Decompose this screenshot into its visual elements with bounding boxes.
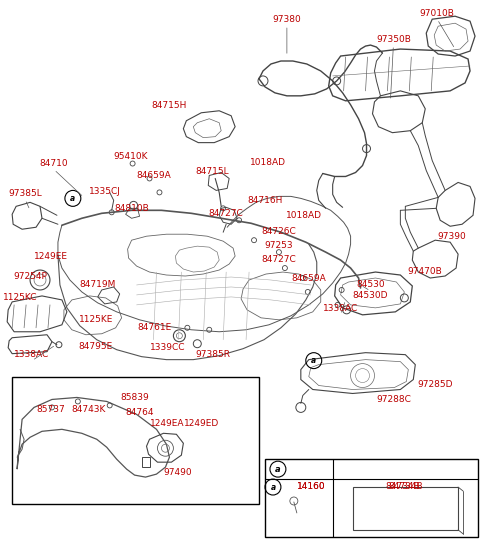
Text: a: a: [275, 465, 281, 474]
Text: 97385L: 97385L: [8, 189, 42, 198]
Text: 84727C: 84727C: [209, 209, 243, 218]
Text: 97288C: 97288C: [376, 395, 411, 404]
Text: 85839: 85839: [120, 393, 149, 402]
Text: 84715H: 84715H: [152, 101, 187, 110]
Text: 85737: 85737: [36, 405, 65, 414]
Text: 1125KC: 1125KC: [3, 293, 37, 302]
Text: 97390: 97390: [438, 232, 467, 241]
Text: 84810B: 84810B: [114, 204, 149, 213]
Text: 84761E: 84761E: [137, 323, 172, 332]
Text: 1338AC: 1338AC: [14, 350, 49, 359]
Text: 84727C: 84727C: [262, 255, 296, 264]
Text: a: a: [270, 483, 276, 492]
Text: 1338AC: 1338AC: [323, 305, 358, 314]
Text: 1125KE: 1125KE: [79, 315, 113, 324]
Text: 97385R: 97385R: [196, 350, 231, 359]
Text: 84726C: 84726C: [262, 227, 296, 236]
Bar: [12, 376, 259, 504]
Text: 14160: 14160: [297, 482, 325, 491]
Text: 84743K: 84743K: [72, 405, 106, 414]
Text: 95410K: 95410K: [113, 152, 148, 161]
Text: 97470B: 97470B: [407, 267, 442, 276]
Text: 1339CC: 1339CC: [150, 343, 185, 352]
Text: 97253: 97253: [264, 241, 293, 250]
Text: 14160: 14160: [297, 482, 325, 491]
Text: a: a: [70, 194, 75, 203]
Text: 97490: 97490: [163, 468, 192, 477]
Text: 1249EE: 1249EE: [34, 251, 68, 260]
Text: 84719M: 84719M: [80, 281, 116, 290]
Text: 1335CJ: 1335CJ: [89, 187, 120, 196]
Text: 97380: 97380: [273, 15, 301, 24]
Text: 84659A: 84659A: [291, 273, 326, 282]
Text: 97350B: 97350B: [376, 35, 411, 44]
Text: 1018AD: 1018AD: [250, 158, 286, 167]
Text: a: a: [311, 356, 316, 365]
Bar: [265, 459, 478, 537]
Bar: [353, 487, 458, 530]
Text: 1249ED: 1249ED: [184, 419, 219, 428]
Text: 97285D: 97285D: [418, 380, 453, 389]
Text: 84795E: 84795E: [79, 342, 113, 351]
Text: 97010B: 97010B: [420, 9, 455, 18]
Text: 84716H: 84716H: [247, 196, 283, 205]
Text: 1018AD: 1018AD: [286, 211, 322, 220]
Text: 84659A: 84659A: [136, 171, 171, 180]
Text: 84715L: 84715L: [195, 167, 229, 176]
Text: 84734B: 84734B: [388, 482, 423, 491]
Text: 84710: 84710: [40, 159, 68, 168]
Text: 1249EA: 1249EA: [150, 419, 185, 428]
Text: 84530D: 84530D: [353, 291, 388, 300]
Text: 84530: 84530: [356, 281, 385, 290]
Text: 84764: 84764: [125, 408, 154, 417]
Text: 97254P: 97254P: [13, 272, 47, 281]
Text: 84734B: 84734B: [385, 482, 420, 491]
